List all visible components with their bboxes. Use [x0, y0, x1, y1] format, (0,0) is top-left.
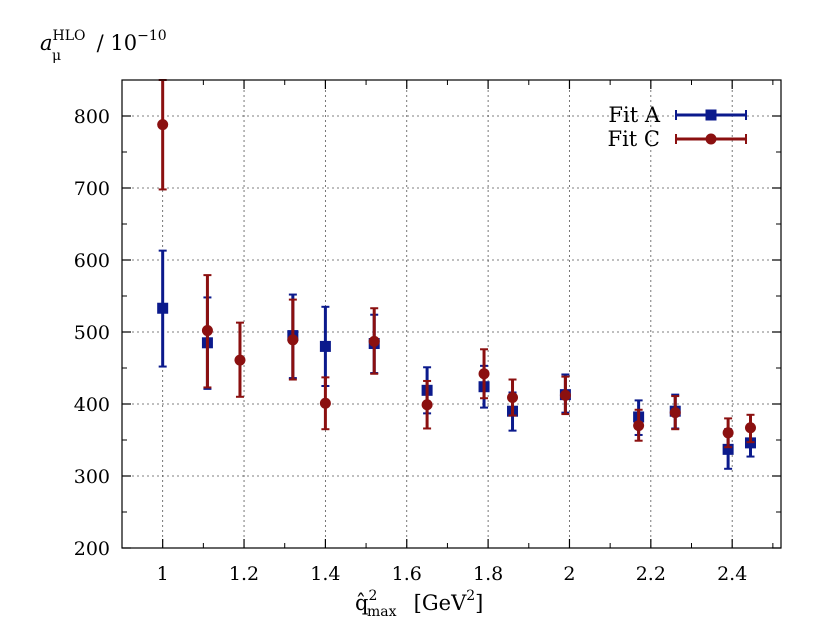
legend-label-fit-a: Fit A: [608, 103, 660, 127]
data-point-fit-c: [157, 119, 169, 131]
legend-label-fit-c: Fit C: [608, 127, 660, 151]
data-point-fit-c: [234, 354, 246, 366]
y-axis-title-sup: HLO: [53, 28, 86, 44]
y-axis-title-exp: −10: [137, 28, 167, 44]
x-tick-label: 2.2: [636, 563, 666, 585]
data-point-fit-c: [368, 335, 380, 347]
data-point-fit-c: [319, 397, 331, 409]
data-point-fit-c: [633, 420, 645, 432]
data-point-fit-a: [157, 302, 169, 314]
series-fit-c: [157, 79, 756, 449]
x-axis-title-rest: [GeV: [407, 591, 467, 615]
y-axis-title-sub: μ: [52, 48, 61, 64]
y-axis-title-rest: / 10: [90, 31, 137, 55]
x-tick-label: 1.6: [392, 563, 422, 585]
data-point-fit-c: [478, 368, 490, 380]
y-tick-label: 600: [74, 250, 110, 272]
x-tick-label: 2.4: [717, 563, 747, 585]
x-axis-title-main: q̂: [355, 591, 368, 615]
y-tick-label: 500: [74, 322, 110, 344]
x-tick-label: 1.8: [473, 563, 503, 585]
data-point-fit-c: [669, 407, 681, 419]
data-point-fit-c: [744, 422, 756, 434]
grid: [122, 80, 781, 548]
x-tick-label: 1: [157, 563, 169, 585]
data-point-fit-c: [507, 392, 519, 404]
data-point-fit-c: [421, 399, 433, 411]
y-tick-label: 300: [74, 466, 110, 488]
x-axis-title-sub: max: [367, 604, 397, 620]
y-axis-title: aHLO μ / 10−10: [40, 28, 167, 64]
y-tick-label: 700: [74, 178, 110, 200]
x-axis-title-close: ]: [475, 591, 483, 615]
data-series: [157, 79, 756, 470]
data-point-fit-a: [722, 443, 734, 455]
data-point-fit-c: [201, 325, 213, 337]
data-point-fit-a: [319, 340, 331, 352]
x-tick-label: 2: [563, 563, 575, 585]
x-tick-label: 1.2: [229, 563, 259, 585]
y-tick-label: 200: [74, 538, 110, 560]
axis-ticks: 200 300 400 500 600 700 800 1 1.2 1.4 1.6 1.8 2 2.2 2.…: [74, 80, 781, 585]
y-tick-label: 400: [74, 394, 110, 416]
data-point-fit-c: [722, 427, 734, 439]
x-axis-title-unit-exp: 2: [466, 588, 475, 604]
x-tick-label: 1.4: [310, 563, 340, 585]
y-tick-label: 800: [74, 106, 110, 128]
x-axis-title-sup: 2: [368, 588, 377, 604]
series-fit-a: [157, 249, 756, 470]
x-axis-title: q̂2 max [GeV2]: [355, 588, 483, 620]
plot-frame: [121, 79, 782, 549]
legend-marker-fit-a: [705, 109, 717, 121]
data-point-fit-c: [559, 389, 571, 401]
data-point-fit-c: [287, 334, 299, 346]
y-axis-title-main: a: [40, 31, 53, 55]
legend-marker-fit-c: [705, 133, 717, 145]
